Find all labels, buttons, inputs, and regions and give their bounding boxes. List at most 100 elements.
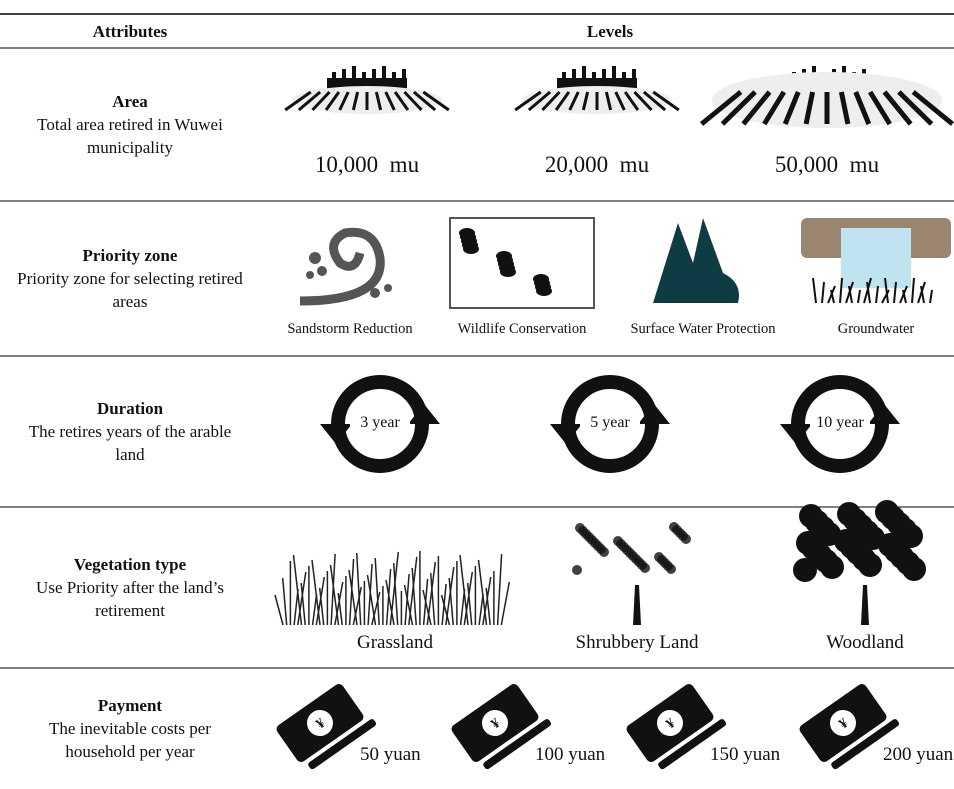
icon-part bbox=[317, 266, 327, 276]
icon-part bbox=[402, 69, 406, 80]
attribute-name: Vegetation type bbox=[73, 555, 187, 574]
icon-part bbox=[297, 571, 307, 626]
icon-part bbox=[623, 91, 640, 111]
icon-part bbox=[831, 719, 900, 770]
icon-part bbox=[371, 591, 381, 626]
icon-part bbox=[741, 90, 772, 126]
icon-part bbox=[868, 404, 900, 424]
icon-part bbox=[653, 218, 739, 303]
icon-part bbox=[830, 289, 835, 304]
icon-part bbox=[329, 564, 340, 626]
icon-part bbox=[429, 572, 436, 626]
icon-part bbox=[292, 554, 303, 626]
icon-part bbox=[362, 72, 366, 80]
icon-part bbox=[306, 271, 314, 279]
icon-part bbox=[899, 524, 923, 548]
icon-part bbox=[355, 552, 362, 626]
icon-part bbox=[839, 277, 843, 304]
icon-part bbox=[911, 277, 915, 304]
icon-part bbox=[536, 286, 552, 296]
icon-part bbox=[902, 289, 907, 304]
icon-part: ¥ bbox=[626, 683, 727, 770]
icon-part bbox=[311, 593, 318, 626]
level-icon: ¥ bbox=[626, 683, 727, 770]
level-label: Groundwater bbox=[837, 321, 915, 337]
icon-part bbox=[412, 90, 437, 112]
icon-part bbox=[463, 571, 474, 626]
icon-part bbox=[514, 90, 542, 112]
attribute-name: Duration bbox=[96, 399, 164, 418]
icon-part bbox=[633, 585, 641, 625]
attribute-description: Priority zone for selecting retired area… bbox=[17, 269, 243, 311]
level-label: Wildlife Conservation bbox=[457, 321, 587, 337]
icon-part bbox=[485, 587, 491, 626]
icon-part bbox=[699, 90, 743, 126]
level-label: Sandstorm Reduction bbox=[287, 321, 413, 337]
icon-part bbox=[866, 281, 871, 304]
icon-part bbox=[812, 277, 817, 304]
level-icon bbox=[780, 375, 900, 473]
level-label: 10 year bbox=[816, 414, 864, 431]
icon-part bbox=[875, 285, 879, 304]
icon-part bbox=[315, 576, 326, 626]
level-icon bbox=[299, 227, 392, 306]
icon-part bbox=[884, 277, 889, 304]
icon-part bbox=[652, 90, 680, 112]
icon-part bbox=[568, 91, 580, 111]
icon-part bbox=[920, 285, 925, 304]
icon-part bbox=[581, 91, 590, 111]
icon-part bbox=[352, 66, 356, 80]
attribute-name: Area bbox=[112, 92, 148, 111]
icon-part bbox=[881, 289, 890, 304]
level-icon bbox=[320, 375, 440, 473]
icon-part bbox=[477, 559, 488, 626]
icon-part bbox=[642, 90, 667, 112]
icon-part bbox=[311, 559, 321, 626]
icon-part bbox=[681, 534, 691, 544]
icon-part bbox=[638, 404, 670, 424]
level-icon bbox=[274, 551, 511, 626]
icon-part bbox=[483, 719, 552, 770]
icon-part bbox=[554, 91, 571, 111]
icon-part bbox=[500, 581, 511, 626]
level-label: 20,000 mu bbox=[544, 152, 650, 177]
icon-part bbox=[320, 424, 352, 444]
icon-part bbox=[466, 582, 473, 626]
icon-part bbox=[284, 90, 312, 112]
icon-part bbox=[614, 91, 626, 111]
icon-part bbox=[633, 90, 653, 112]
icon-part bbox=[893, 281, 897, 304]
icon-part bbox=[841, 228, 911, 288]
icon-part bbox=[338, 91, 350, 111]
icon-part bbox=[604, 91, 613, 111]
icon-part bbox=[309, 252, 321, 264]
icon-part bbox=[422, 589, 432, 626]
attribute-name: Payment bbox=[97, 696, 163, 715]
level-label: 50 yuan bbox=[360, 744, 421, 765]
icon-part bbox=[318, 587, 325, 626]
icon-part bbox=[352, 586, 363, 626]
attribute-cell: Duration The retires years of the arable … bbox=[5, 356, 255, 507]
icon-part: ¥ bbox=[276, 683, 377, 770]
icon-part bbox=[408, 404, 440, 424]
icon-part bbox=[403, 90, 423, 112]
level-label: Grassland bbox=[357, 632, 433, 653]
level-icon bbox=[449, 217, 595, 309]
level-label: 100 yuan bbox=[535, 744, 606, 765]
icon-part bbox=[838, 91, 851, 125]
icon-part bbox=[666, 564, 676, 574]
attribute-cell: Area Total area retired in Wuwei municipa… bbox=[5, 48, 255, 201]
icon-part: ¥ bbox=[799, 683, 900, 770]
level-icon bbox=[550, 375, 670, 473]
icon-part bbox=[612, 66, 616, 80]
icon-part bbox=[374, 91, 383, 111]
icon-part bbox=[482, 576, 492, 626]
icon-part bbox=[382, 66, 386, 80]
level-label: 10,000 mu bbox=[314, 152, 420, 177]
level-icon bbox=[514, 66, 680, 114]
icon-part bbox=[392, 562, 399, 626]
icon-part bbox=[300, 582, 306, 626]
icon-part bbox=[281, 577, 288, 626]
icon-part bbox=[366, 574, 377, 626]
